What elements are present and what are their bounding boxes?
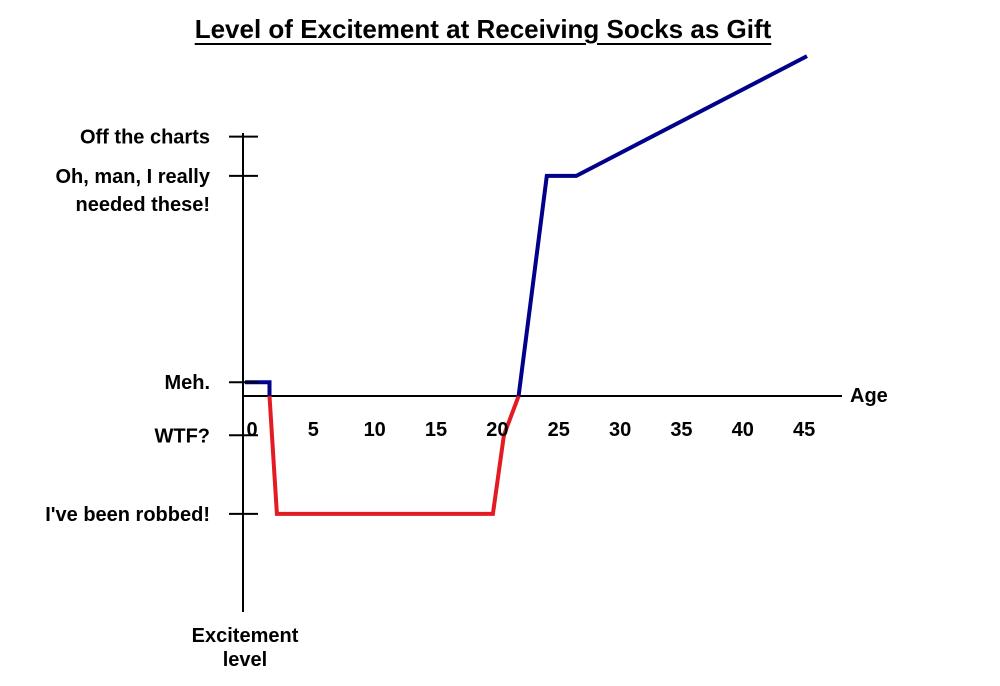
x-tick-label: 25 (548, 419, 570, 441)
chart-title: Level of Excitement at Receiving Socks a… (194, 14, 772, 44)
x-tick-label: 40 (732, 419, 754, 441)
y-tick-label: needed these! (76, 194, 210, 216)
series-line-2 (516, 54, 808, 397)
y-tick-label: Meh. (164, 372, 210, 394)
x-tick-label: 5 (308, 419, 319, 441)
y-axis-label-line2: level (223, 649, 267, 671)
x-tick-label: 30 (609, 419, 631, 441)
series-line-0 (245, 380, 272, 396)
x-tick-label: 20 (486, 419, 508, 441)
x-tick-label: 45 (793, 419, 815, 441)
x-tick-label: 15 (425, 419, 447, 441)
x-tick-label: 35 (670, 419, 692, 441)
series-line-1 (267, 395, 521, 516)
y-tick-label: I've been robbed! (45, 504, 210, 526)
y-axis-label-line1: Excitement (192, 625, 299, 647)
y-tick-label: Off the charts (80, 127, 210, 149)
x-axis-label: Age (850, 385, 888, 407)
x-tick-label: 10 (364, 419, 386, 441)
y-tick-label: WTF? (154, 425, 210, 447)
y-tick-label: Oh, man, I really (55, 166, 210, 188)
x-tick-label: 0 (246, 419, 257, 441)
